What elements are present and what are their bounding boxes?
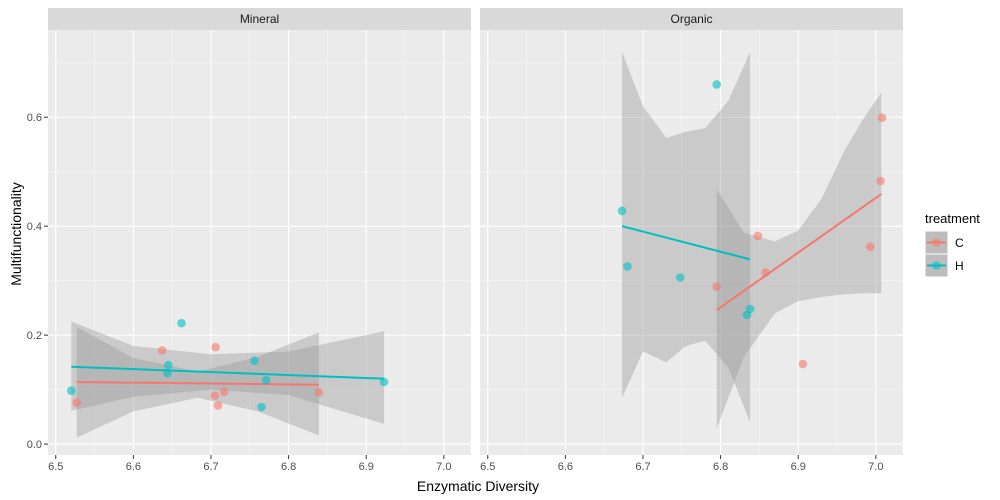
data-point-H <box>623 262 632 271</box>
data-point-C <box>210 391 220 400</box>
facet-strip <box>480 8 903 30</box>
facet-panels: Mineral 6.5 6.6 6.7 6.8 6.9 7.0 0.0 0.2 0.4 0.6 Org… <box>27 8 903 473</box>
data-point-H <box>257 402 266 412</box>
data-point-C <box>761 268 770 277</box>
x-tick-label: 6.6 <box>126 461 141 473</box>
fit-line-H <box>71 365 385 380</box>
x-tick-label: 6.8 <box>713 461 728 473</box>
data-point-H <box>712 80 722 89</box>
data-point-C <box>712 282 722 291</box>
data-point-H <box>261 376 271 385</box>
data-point-C <box>213 401 223 410</box>
legend-key-point <box>932 261 941 270</box>
data-point-C <box>753 231 763 241</box>
y-tick-label: 0.6 <box>27 112 42 124</box>
y-axis-title: Multifunctionality <box>8 182 24 286</box>
data-point-C <box>72 398 82 407</box>
data-point-H <box>66 386 76 396</box>
x-tick-label: 6.8 <box>281 461 296 473</box>
data-point-C <box>877 113 887 123</box>
legend-key-C <box>924 230 949 255</box>
x-tick-label: 7.0 <box>436 461 451 473</box>
data-point-C <box>157 346 167 355</box>
panel-background <box>480 30 903 455</box>
x-tick-label: 6.9 <box>359 461 374 473</box>
legend-key-point <box>932 238 941 247</box>
legend-label-C: C <box>955 236 964 250</box>
facet-panel-0: Mineral 6.5 6.6 6.7 6.8 6.9 7.0 0.0 0.2 0.4 0.6 <box>27 8 471 473</box>
x-tick-label: 6.9 <box>791 461 806 473</box>
facet-strip-label: Mineral <box>240 12 279 26</box>
legend: treatment CH <box>924 211 980 278</box>
data-point-H <box>250 356 259 366</box>
x-tick-label: 6.6 <box>558 461 573 473</box>
data-point-H <box>675 273 685 282</box>
y-tick-label: 0.4 <box>27 221 42 233</box>
data-point-H <box>163 368 172 378</box>
legend-key-H <box>924 253 949 278</box>
confidence-band-C <box>716 92 882 429</box>
data-point-H <box>379 377 389 387</box>
facet-strip <box>48 8 471 30</box>
legend-label-H: H <box>955 259 964 273</box>
x-tick-label: 6.5 <box>48 461 63 473</box>
fit-line-C <box>76 380 319 386</box>
facet-panel-1: Organic 6.5 6.6 6.7 6.8 6.9 7.0 <box>480 8 903 473</box>
data-point-H <box>177 318 186 328</box>
data-point-C <box>314 388 324 397</box>
x-tick-label: 6.5 <box>480 461 495 473</box>
data-point-C <box>798 359 808 369</box>
data-point-C <box>876 176 885 186</box>
data-point-C <box>219 387 229 397</box>
data-point-C <box>866 242 875 252</box>
x-tick-label: 6.7 <box>203 461 218 473</box>
confidence-band-H <box>622 51 751 423</box>
x-tick-label: 6.7 <box>635 461 650 473</box>
x-tick-label: 7.0 <box>868 461 883 473</box>
y-tick-label: 0.2 <box>27 330 42 342</box>
fit-line-H <box>621 225 751 261</box>
facet-strip-label: Organic <box>670 12 712 26</box>
legend-title: treatment <box>925 211 980 226</box>
data-point-C <box>211 342 220 352</box>
fit-line-C <box>716 193 882 311</box>
data-point-H <box>164 360 173 370</box>
data-point-H <box>617 206 627 216</box>
y-tick-label: 0.0 <box>27 439 42 451</box>
data-point-H <box>745 304 755 314</box>
x-axis-title: Enzymatic Diversity <box>417 478 539 494</box>
